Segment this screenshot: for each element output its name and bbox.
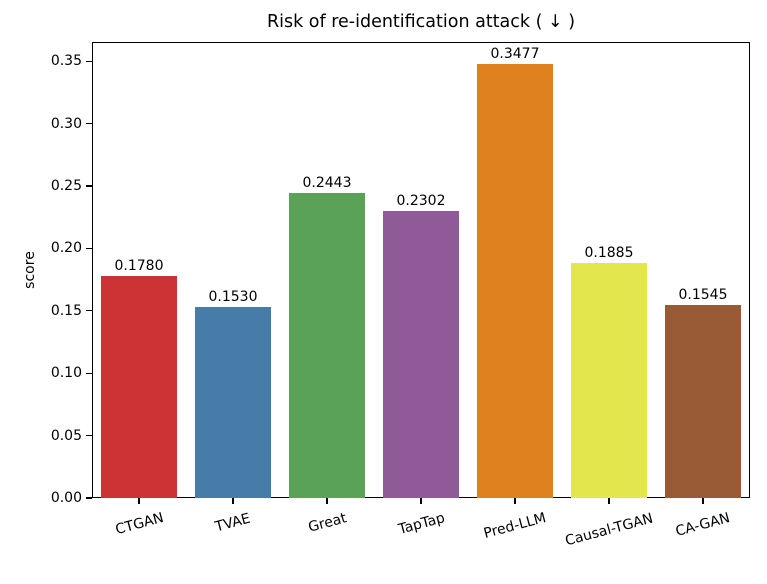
x-tick-label: Pred-LLM: [482, 510, 548, 543]
bar-ca-gan: [665, 305, 741, 498]
x-tick: [138, 498, 140, 504]
bar-value-label: 0.1545: [678, 287, 728, 304]
bar-value-label: 0.3477: [490, 46, 540, 63]
y-tick-label: 0.20: [50, 240, 82, 257]
bar-value-label: 0.1780: [114, 257, 164, 274]
bar-great: [289, 193, 365, 498]
x-tick-label: TapTap: [396, 510, 447, 538]
bar-causal-tgan: [571, 262, 647, 498]
x-tick: [326, 498, 328, 504]
bar-value-label: 0.2302: [396, 192, 446, 209]
x-tick: [420, 498, 422, 504]
x-tick: [514, 498, 516, 504]
y-tick: [86, 372, 92, 374]
chart-title: Risk of re-identification attack ( ↓ ): [266, 12, 576, 32]
bar-pred-llm: [477, 64, 553, 498]
y-axis-label: score: [22, 251, 38, 289]
y-tick-label: 0.00: [50, 490, 82, 506]
y-tick: [86, 497, 92, 499]
y-tick-label: 0.25: [50, 178, 82, 194]
bar-taptap: [383, 210, 459, 498]
y-tick-label: 0.15: [50, 302, 82, 319]
y-tick-label: 0.05: [50, 427, 82, 444]
y-tick: [86, 60, 92, 62]
y-tick: [86, 185, 92, 187]
x-tick-label: CA-GAN: [673, 510, 732, 541]
x-tick-label: CTGAN: [113, 510, 165, 539]
x-tick: [608, 498, 610, 504]
bar-value-label: 0.2443: [302, 175, 352, 192]
y-tick: [86, 435, 92, 437]
y-tick-label: 0.10: [50, 365, 82, 382]
bar-ctgan: [101, 275, 177, 498]
x-tick-label: Causal-TGAN: [563, 510, 655, 550]
bar-tvae: [195, 307, 271, 498]
x-tick: [702, 498, 704, 504]
y-tick: [86, 123, 92, 125]
x-tick-label: Great: [306, 510, 348, 536]
bar-value-label: 0.1885: [584, 244, 634, 261]
y-tick-label: 0.35: [50, 53, 82, 70]
x-tick: [232, 498, 234, 504]
y-tick: [86, 247, 92, 249]
y-tick-label: 0.30: [50, 115, 82, 132]
x-tick-label: TVAE: [213, 510, 253, 536]
bar-value-label: 0.1530: [208, 289, 258, 306]
y-tick: [86, 310, 92, 312]
